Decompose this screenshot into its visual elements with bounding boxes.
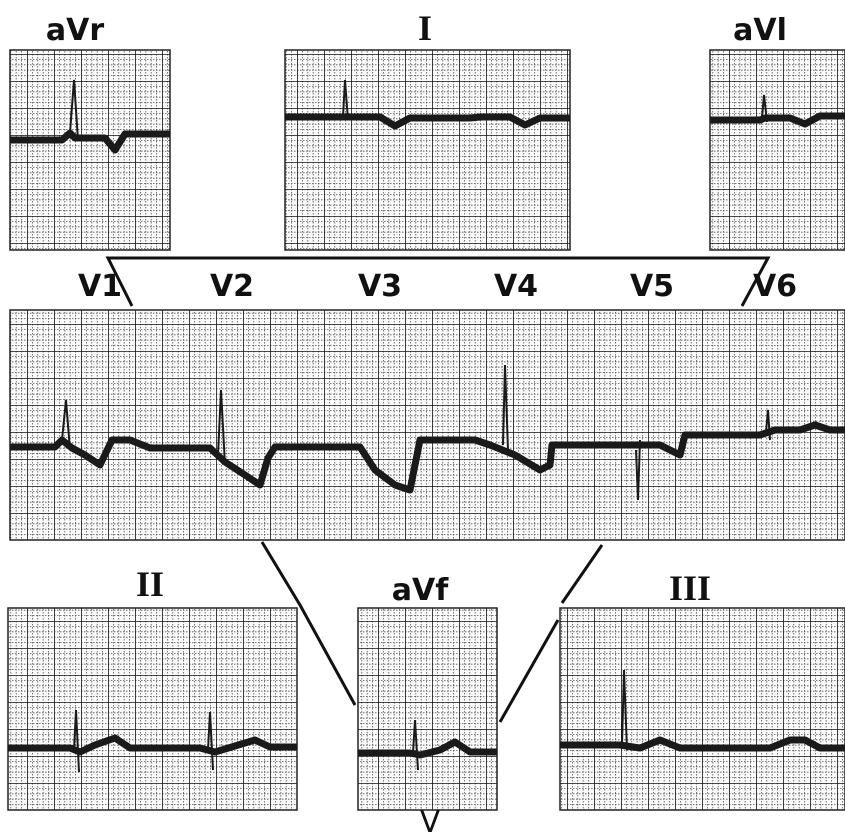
- lead-label: aVf: [392, 573, 449, 608]
- lead-label: aVl: [733, 13, 787, 48]
- lead-label: V2: [210, 269, 254, 304]
- grid-panel: [10, 310, 845, 540]
- lead-label: V1: [78, 269, 122, 304]
- ecg-figure: aVr I aVl V1 V2 V3 V4 V5 V6 II aVf III V: [0, 0, 845, 834]
- grid-panel: [710, 50, 845, 250]
- lead-label: V4: [494, 269, 538, 304]
- lead-label: III: [669, 568, 711, 608]
- lead-label: V6: [753, 269, 797, 304]
- lead-label: V5: [630, 269, 674, 304]
- grid-panel: [285, 50, 570, 250]
- lead-label: II: [136, 564, 164, 604]
- lead-label: aVr: [46, 13, 104, 48]
- arrow-label: V: [420, 805, 441, 834]
- lead-label: V3: [358, 269, 402, 304]
- grid-panel: [8, 608, 297, 810]
- lead-label: I: [418, 8, 432, 48]
- grid-panel: [358, 608, 497, 810]
- grid-panel: [560, 608, 845, 810]
- grid-panel: [10, 50, 170, 250]
